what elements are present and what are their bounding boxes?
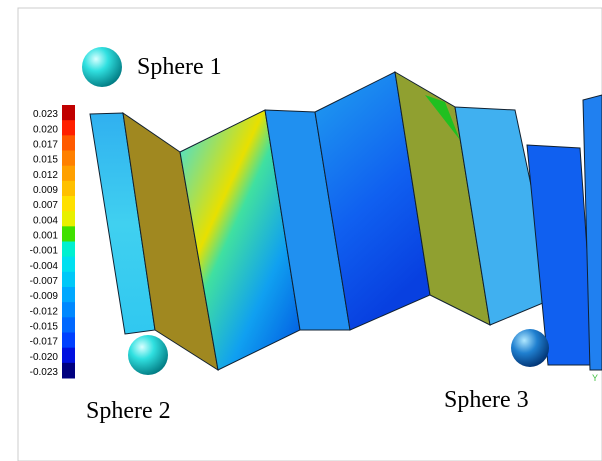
legend-swatch (62, 333, 75, 349)
sphere-label: Sphere 1 (137, 54, 222, 80)
legend-swatch (62, 120, 75, 136)
legend-swatch (62, 196, 75, 212)
legend-label: 0.020 (33, 124, 58, 135)
legend-swatch (62, 348, 75, 364)
legend-label: -0.007 (30, 276, 59, 287)
legend-label: -0.012 (30, 306, 59, 317)
legend-swatch (62, 317, 75, 333)
legend-swatch (62, 135, 75, 151)
legend-label: 0.017 (33, 140, 58, 151)
legend-label: -0.020 (30, 352, 59, 363)
legend-swatch (62, 242, 75, 258)
legend-swatch (62, 181, 75, 197)
legend-swatch (62, 302, 75, 318)
legend-label: 0.001 (33, 231, 58, 242)
legend-label: 0.007 (33, 200, 58, 211)
legend-label: -0.023 (30, 367, 59, 378)
sphere (82, 47, 122, 87)
sphere (128, 335, 168, 375)
sphere-label: Sphere 3 (444, 387, 529, 413)
legend-swatch (62, 272, 75, 288)
legend-label: 0.004 (33, 215, 58, 226)
axis-label: Y (592, 373, 598, 383)
legend-label: -0.015 (30, 322, 59, 333)
sphere-label: Sphere 2 (86, 398, 171, 424)
sphere (511, 329, 549, 367)
screenshot: Sphere 1 Sphere 2 Sphere 3 Y 0.023 0.020 0… (0, 0, 602, 461)
legend-swatch (62, 151, 75, 167)
legend-label: 0.009 (33, 185, 58, 196)
legend-label: 0.015 (33, 155, 58, 166)
legend-label: -0.017 (30, 337, 59, 348)
legend-label: -0.004 (30, 261, 59, 272)
legend-swatch (62, 257, 75, 273)
legend-swatch (62, 287, 75, 303)
legend-label: -0.009 (30, 291, 59, 302)
legend-swatch (62, 363, 75, 379)
legend-label: 0.012 (33, 170, 58, 181)
legend-swatch (62, 226, 75, 242)
legend-label: 0.023 (33, 109, 58, 120)
legend-label: -0.001 (30, 246, 59, 257)
legend-swatch (62, 166, 75, 182)
legend-swatch (62, 105, 75, 121)
legend-swatch (62, 211, 75, 227)
